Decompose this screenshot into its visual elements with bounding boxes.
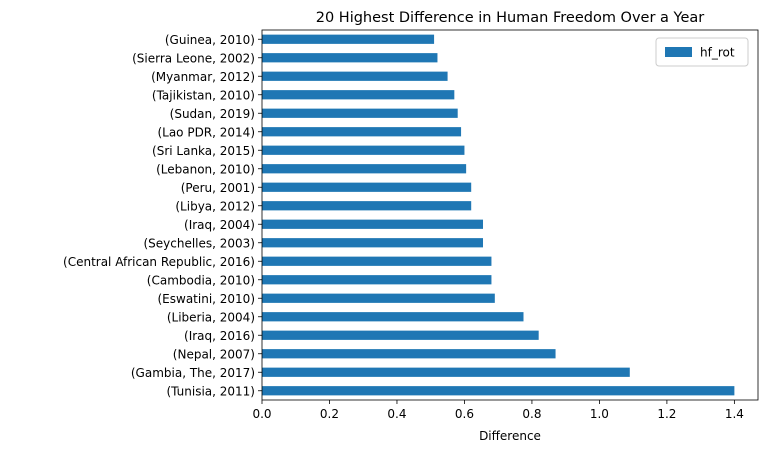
bar-3 — [262, 330, 539, 340]
bars-group — [262, 34, 735, 396]
bar-12 — [262, 164, 467, 174]
bar-9 — [262, 219, 484, 229]
y-tick-label-7: (Central African Republic, 2016) — [63, 255, 255, 269]
bar-15 — [262, 108, 458, 118]
bar-13 — [262, 145, 465, 155]
bar-0 — [262, 386, 735, 396]
plot-frame — [261, 29, 759, 401]
y-tick-label-9: (Iraq, 2004) — [184, 218, 255, 232]
x-tick-label-1: 0.2 — [320, 407, 339, 421]
bar-4 — [262, 312, 524, 322]
x-tick-label-7: 1.4 — [725, 407, 744, 421]
bar-18 — [262, 53, 438, 63]
bar-19 — [262, 34, 435, 44]
y-tick-label-3: (Iraq, 2016) — [184, 329, 255, 343]
y-tick-label-14: (Lao PDR, 2014) — [157, 125, 255, 139]
bar-7 — [262, 256, 492, 266]
bar-2 — [262, 349, 556, 359]
x-tick-label-4: 0.8 — [522, 407, 541, 421]
y-tick-label-5: (Eswatini, 2010) — [157, 292, 255, 306]
y-tick-label-0: (Tunisia, 2011) — [166, 384, 255, 398]
y-tick-label-6: (Cambodia, 2010) — [147, 273, 255, 287]
y-tick-label-18: (Sierra Leone, 2002) — [132, 51, 255, 65]
x-tick-label-3: 0.6 — [455, 407, 474, 421]
bar-8 — [262, 238, 484, 248]
y-tick-label-12: (Lebanon, 2010) — [156, 162, 255, 176]
y-tick-label-16: (Tajikistan, 2010) — [152, 88, 255, 102]
y-tick-label-19: (Guinea, 2010) — [165, 33, 255, 47]
bar-10 — [262, 201, 472, 211]
legend: hf_rot — [655, 37, 749, 67]
bar-16 — [262, 90, 455, 100]
y-tick-label-8: (Seychelles, 2003) — [143, 236, 255, 250]
axes-group: (Tunisia, 2011) (Gambia, The, 2017) (Nepal… — [63, 29, 759, 421]
x-tick-label-5: 1.0 — [590, 407, 609, 421]
y-tick-label-11: (Peru, 2001) — [181, 181, 255, 195]
y-tick-label-10: (Libya, 2012) — [175, 199, 255, 213]
y-tick-label-1: (Gambia, The, 2017) — [131, 366, 255, 380]
x-tick-label-0: 0.0 — [252, 407, 271, 421]
y-tick-label-4: (Liberia, 2004) — [167, 310, 255, 324]
x-tick-label-6: 1.2 — [657, 407, 676, 421]
chart-title: 20 Highest Difference in Human Freedom O… — [316, 10, 705, 26]
legend-box — [655, 37, 749, 67]
bar-11 — [262, 182, 472, 192]
bar-5 — [262, 293, 495, 303]
bar-17 — [262, 71, 448, 81]
x-axis-label: Difference — [479, 429, 541, 443]
y-tick-label-17: (Myanmar, 2012) — [151, 70, 255, 84]
legend-label: hf_rot — [700, 46, 735, 60]
y-tick-label-2: (Nepal, 2007) — [173, 347, 255, 361]
y-tick-label-13: (Sri Lanka, 2015) — [152, 144, 255, 158]
bar-1 — [262, 367, 630, 377]
bar-6 — [262, 275, 492, 285]
legend-swatch — [665, 47, 692, 57]
bar-14 — [262, 127, 462, 137]
x-tick-label-2: 0.4 — [387, 407, 406, 421]
y-tick-label-15: (Sudan, 2019) — [170, 107, 255, 121]
